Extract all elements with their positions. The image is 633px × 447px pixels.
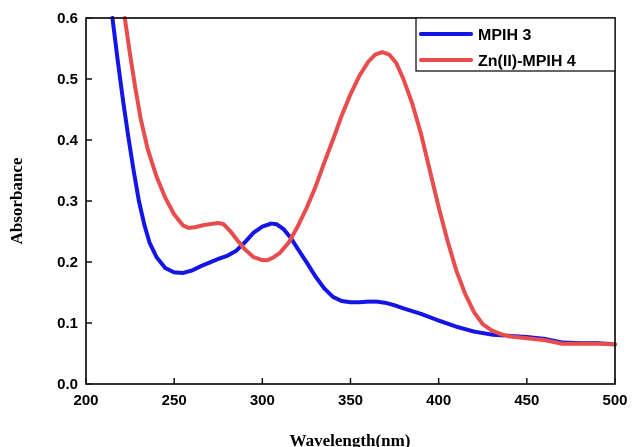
y-axis-title: Absorbance (7, 157, 26, 244)
y-tick-label: 0.4 (57, 132, 79, 149)
legend-label-zn-mpih-4: Zn(II)-MPIH 4 (478, 53, 576, 70)
x-tick-label: 350 (338, 392, 363, 409)
x-tick-label: 450 (514, 392, 539, 409)
y-tick-label: 0.3 (57, 193, 78, 210)
x-tick-label: 300 (250, 392, 275, 409)
series-line-zn-mpih-4 (122, 16, 617, 347)
legend-label-mpih-3: MPIH 3 (478, 27, 531, 44)
x-tick-label: 400 (426, 392, 451, 409)
series-line-mpih-3 (110, 16, 617, 347)
series-layer (110, 16, 617, 347)
x-tick-label: 200 (73, 392, 98, 409)
legend-box (415, 17, 616, 72)
x-tick-label: 500 (602, 392, 627, 409)
y-tick-label: 0.0 (57, 376, 78, 393)
y-tick-label: 0.1 (57, 315, 78, 332)
x-axis-title: Wavelength(nm) (290, 431, 411, 447)
y-tick-label: 0.5 (57, 71, 78, 88)
x-tick-label: 250 (162, 392, 187, 409)
y-tick-label: 0.2 (57, 254, 78, 271)
legend: MPIH 3 Zn(II)-MPIH 4 (415, 17, 616, 72)
ticks-layer: 200 250 300 350 400 450 500 0.0 0.1 0.2 0.3 0.4 0.5 0… (57, 10, 627, 409)
y-tick-label: 0.6 (57, 10, 78, 27)
